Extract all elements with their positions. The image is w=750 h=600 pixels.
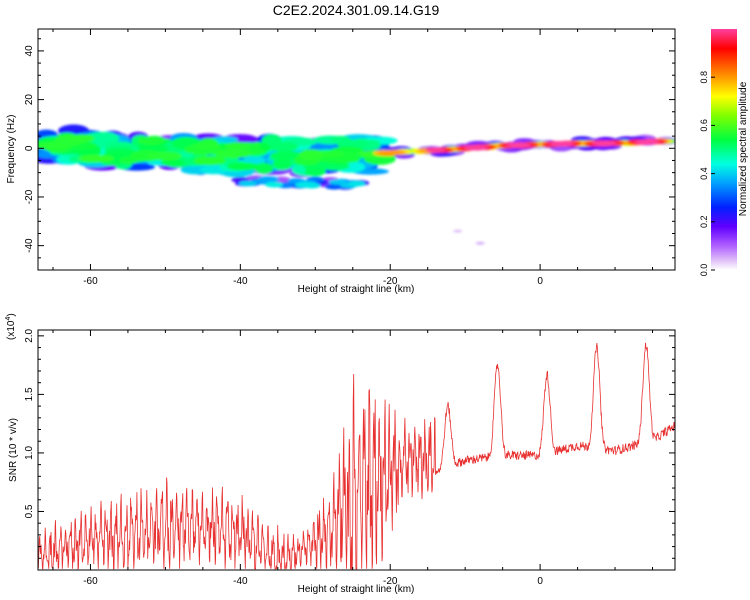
spectrogram-cell [475, 241, 485, 245]
spectrogram-x-axis: -60 -40 -20 0 [52, 29, 654, 287]
colorbar-tick-label: 0.6 [699, 119, 709, 132]
spectrogram-frame [37, 28, 676, 271]
figure-title: C2E2.2024.301.09.14.G19 [273, 2, 440, 18]
spectrogram-cell [299, 149, 324, 161]
spectrogram-cell [238, 180, 257, 187]
spectrogram-cell [137, 136, 165, 146]
spectrogram-cell [67, 134, 95, 143]
spectrogram-x-tick-label: -20 [383, 276, 398, 287]
spectrogram-cell [214, 149, 253, 159]
spectrogram-cell [38, 142, 69, 150]
spectrogram-cell [192, 142, 220, 150]
spectrogram-cell [272, 158, 292, 170]
spectrogram-cell [467, 145, 487, 151]
snr-multiplier-suffix: ) [6, 313, 17, 316]
snr-y-multiplier: (x104) [5, 313, 17, 340]
snr-x-tick-label: 0 [537, 576, 543, 587]
snr-y-tick-label: 1.0 [24, 446, 35, 460]
spectrogram-y-label: Frequency (Hz) [6, 115, 17, 184]
spectrogram-y-tick-label: -20 [24, 189, 35, 204]
spectrogram-y-axis: -40 -20 0 20 40 [24, 38, 675, 271]
snr-y-label: SNR (10 * v/v) [8, 418, 19, 482]
spectrogram-y-tick-label: -40 [24, 238, 35, 253]
spectrogram-cell [224, 142, 251, 151]
spectrogram-cell [304, 166, 326, 177]
spectrogram-cell [425, 147, 445, 153]
spectrogram-cell [453, 229, 463, 233]
spectrogram-cell [78, 154, 115, 163]
spectrogram-cell [270, 151, 305, 160]
spectrogram-x-tick-label: 0 [537, 276, 543, 287]
snr-x-label: Height of straight line (km) [298, 584, 415, 595]
spectrogram-y-tick-label: 20 [24, 94, 35, 106]
snr-panel: -60 -40 -20 0 0.5 1.0 1.5 2.0 Height of straig… [5, 313, 676, 595]
colorbar-label: Normalized spectral amplitude [738, 81, 749, 216]
spectrogram-y-tick-label: 0 [24, 145, 35, 151]
spectrogram-x-tick-label: -60 [83, 276, 98, 287]
spectrogram-cell [226, 162, 260, 171]
svg-text:(x104): (x104) [5, 313, 17, 340]
spectrogram-marks [38, 124, 675, 245]
spectrogram-cell [551, 141, 571, 147]
spectrogram-panel: -60 -40 -20 0 -40 -20 0 20 40 Height of straigh… [6, 28, 676, 295]
spectrogram-cell [269, 141, 299, 152]
spectrogram-cell [325, 183, 343, 190]
colorbar-tick-label: 0.2 [699, 216, 709, 229]
snr-y-tick-label: 1.5 [24, 387, 35, 401]
colorbar-gradient [711, 29, 737, 270]
spectrogram-y-tick-label: 40 [24, 45, 35, 57]
colorbar-tick-label: 0.4 [699, 167, 709, 180]
spectrogram-cell [509, 142, 529, 148]
spectrogram-cell [261, 176, 280, 183]
snr-y-tick-label: 0.5 [24, 504, 35, 518]
spectrogram-cell [193, 155, 226, 166]
spectrogram-cell [295, 182, 313, 188]
colorbar-tick-label: 0.0 [699, 264, 709, 277]
snr-x-axis: -60 -40 -20 0 [52, 330, 654, 587]
snr-y-axis: 0.5 1.0 1.5 2.0 [24, 328, 675, 559]
colorbar-tick-label: 0.8 [699, 71, 709, 84]
colorbar-ticks: 0.0 0.2 0.4 0.6 0.8 [699, 71, 715, 276]
spectrogram-cell [265, 181, 284, 188]
snr-x-tick-label: -20 [383, 576, 398, 587]
snr-y-tick-label: 2.0 [24, 328, 35, 342]
spectrogram-cell [160, 159, 185, 166]
snr-multiplier-prefix: (x10 [6, 320, 17, 340]
spectrogram-cell [82, 132, 120, 145]
spectrogram-cell [637, 139, 658, 145]
snr-multiplier-exponent: 4 [5, 317, 12, 321]
snr-frame [37, 329, 676, 571]
spectrogram-cell [593, 141, 613, 147]
snr-series-line [38, 342, 675, 570]
colorbar: 0.0 0.2 0.4 0.6 0.8 Normalized spectral ampl… [699, 29, 749, 276]
spectrogram-cell [334, 156, 361, 163]
snr-x-tick-label: -60 [83, 576, 98, 587]
spectrogram-x-tick-label: -40 [233, 276, 248, 287]
snr-x-tick-label: -40 [233, 576, 248, 587]
spectrogram-cell [146, 151, 183, 161]
spectrogram-cell [347, 180, 366, 187]
spectrogram-cell [380, 150, 401, 156]
spectrogram-x-label: Height of straight line (km) [298, 284, 415, 295]
